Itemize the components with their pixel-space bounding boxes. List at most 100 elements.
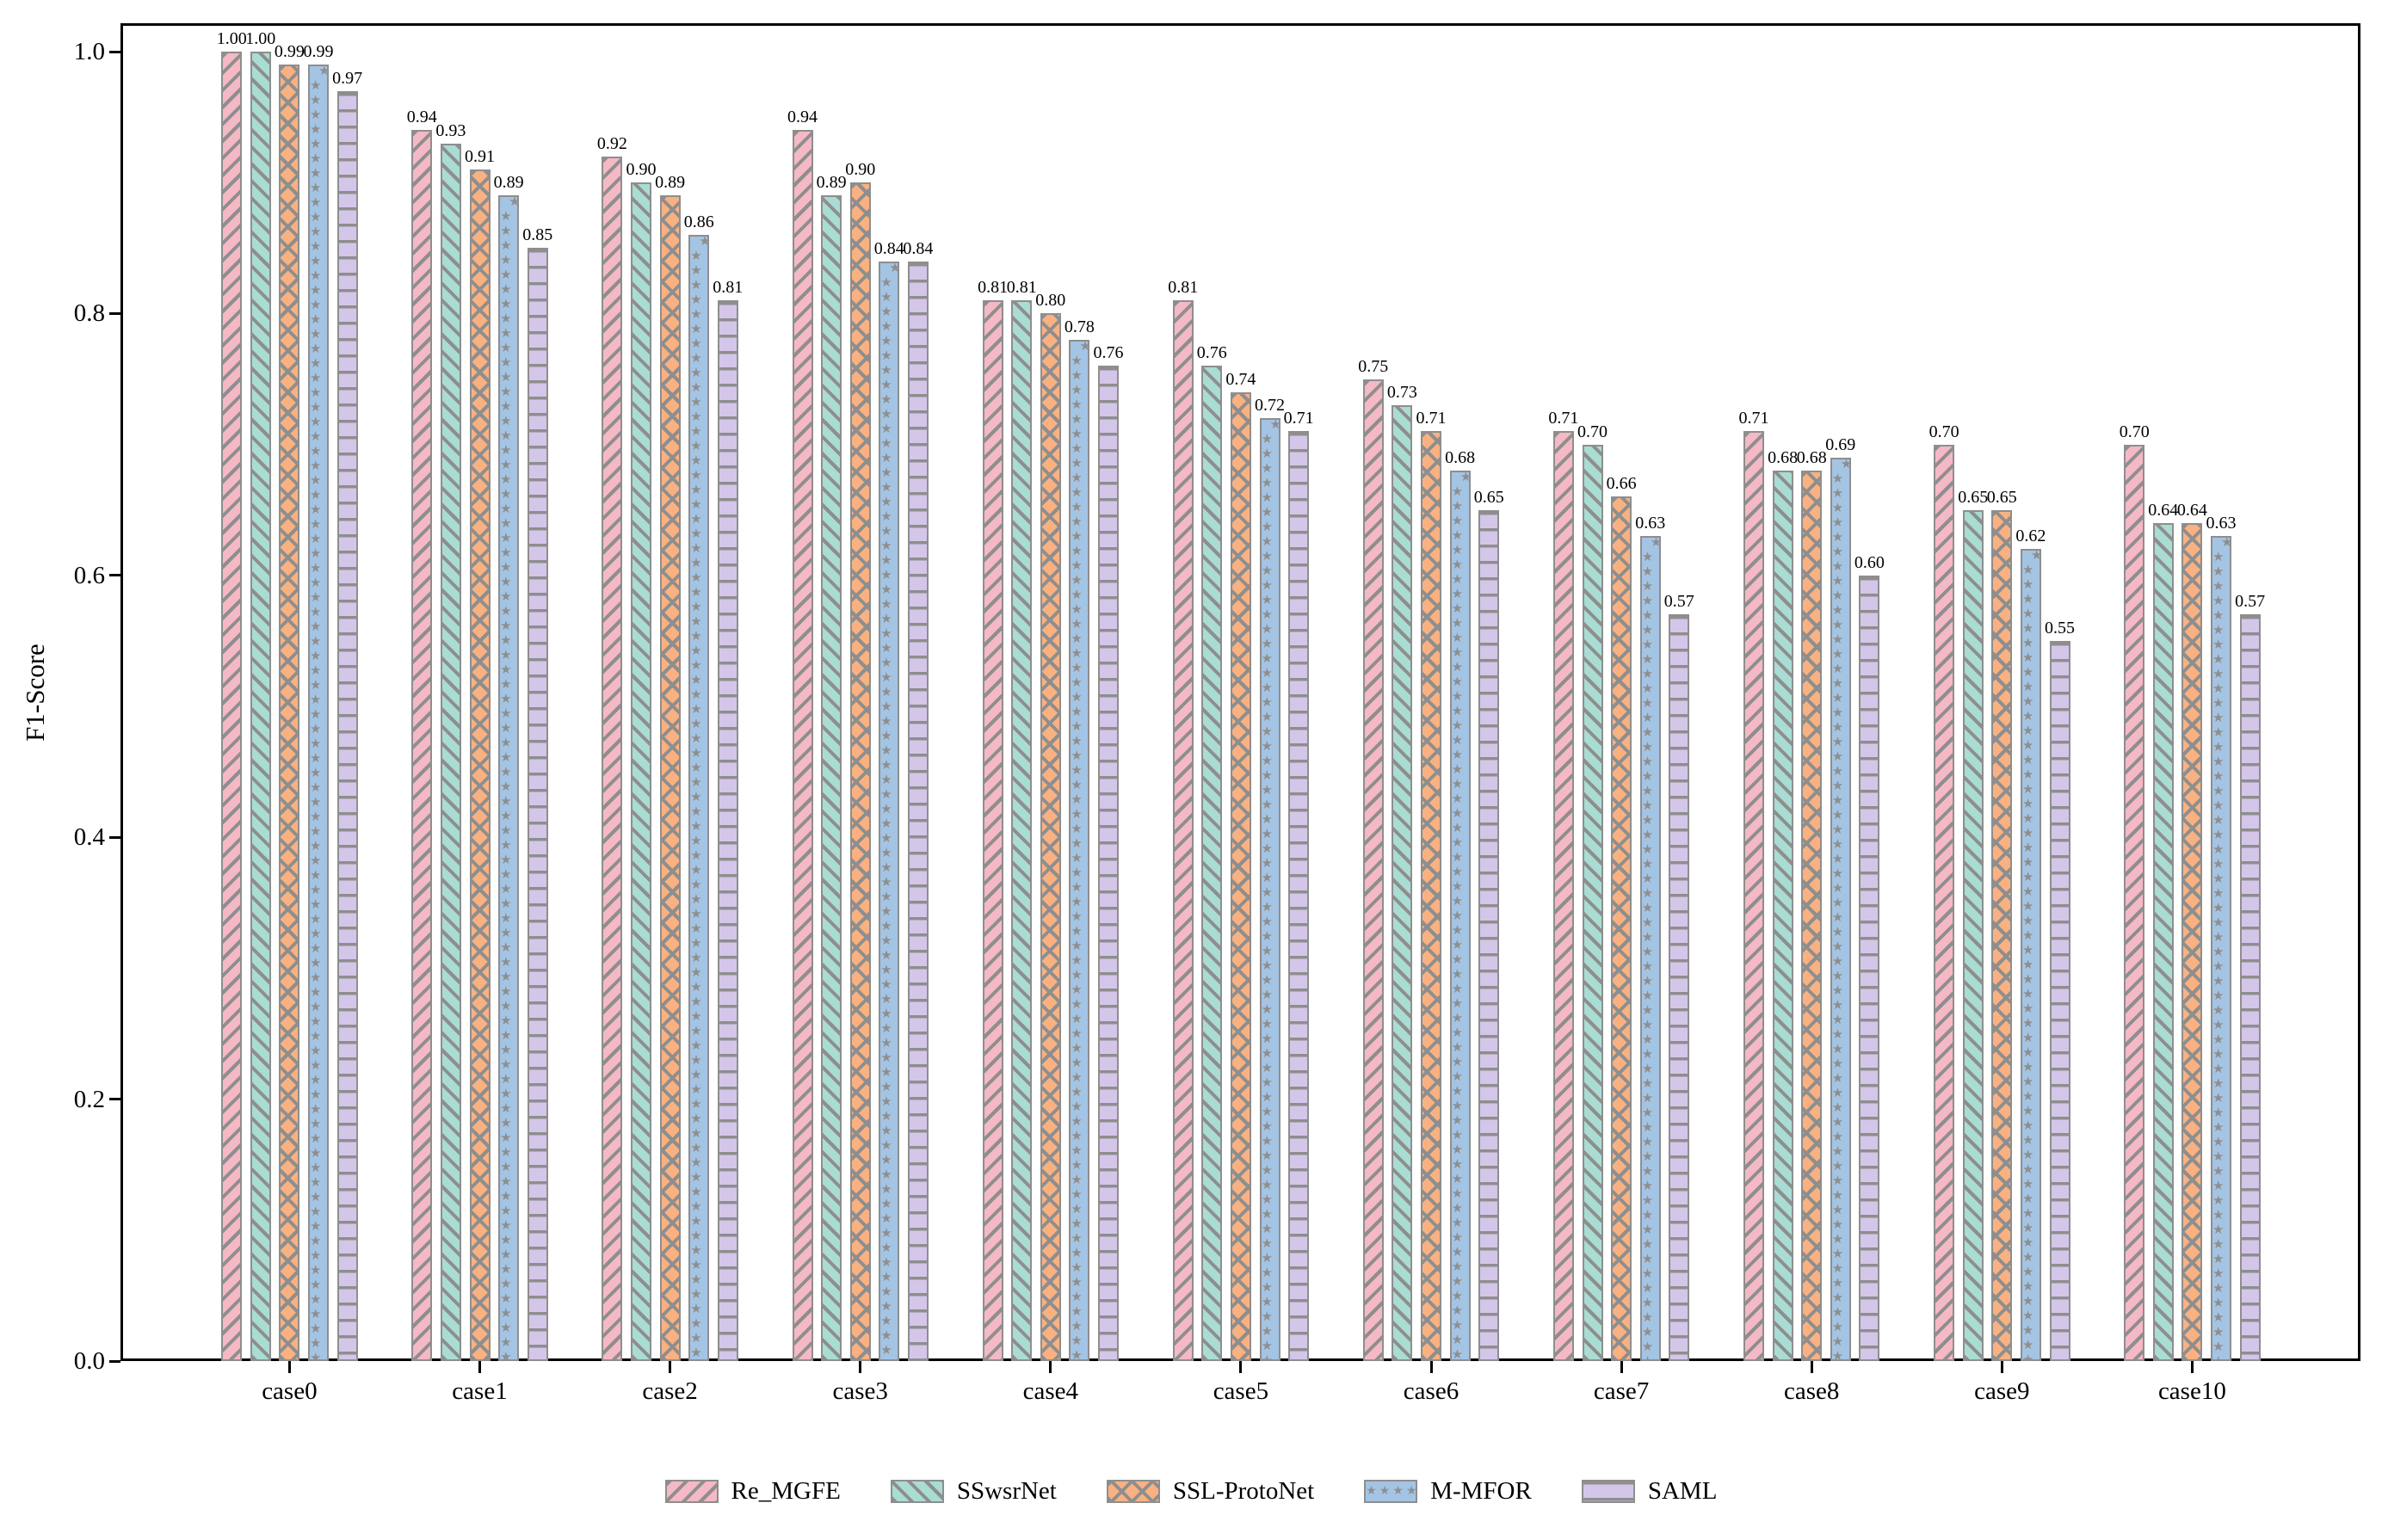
bar-M-MFOR-case10: ★★★★★★★★★★★★★★★★★★★★★★★★★★★★★★★★★★★★★★★★…	[2211, 536, 2231, 1361]
bar-SSwsrNet-case0	[250, 52, 271, 1361]
bar-SSwsrNet-case7	[1582, 444, 1603, 1361]
x-tick-mark	[1620, 1361, 1623, 1373]
bar-value-label: 0.71	[1738, 409, 1769, 428]
bar-SSL-ProtoNet-case1	[469, 169, 491, 1361]
y-tick-label: 1.0	[73, 38, 105, 65]
bar-SAML-case0	[336, 90, 358, 1361]
y-tick-mark	[109, 1098, 120, 1101]
bar-SSL-ProtoNet-case10	[2181, 522, 2203, 1361]
x-tick-mark	[2190, 1361, 2194, 1373]
bar-value-label: 0.92	[596, 133, 627, 153]
star-pattern-fill: ★★★★★★★★★★★★★★★★★★★★★★★★★★★★★★★★★★★★★★★★…	[310, 66, 327, 1359]
y-tick-label: 0.6	[73, 561, 105, 589]
x-tick-label: case2	[642, 1377, 698, 1405]
bar-value-label: 0.65	[1986, 487, 2017, 507]
legend-item-SAML: SAML	[1581, 1476, 1718, 1506]
bar-Re_MGFE-case5	[1172, 300, 1194, 1361]
bar-Re_MGFE-case7	[1552, 431, 1574, 1361]
bar-M-MFOR-case9: ★★★★★★★★★★★★★★★★★★★★★★★★★★★★★★★★★★★★★★★★…	[2020, 549, 2041, 1361]
y-tick-label: 0.2	[73, 1085, 105, 1113]
bar-value-label: 0.72	[1255, 396, 1285, 416]
bar-value-label: 0.68	[1796, 448, 1827, 468]
bar-Re_MGFE-case4	[982, 300, 1003, 1361]
bar-value-label: 0.64	[2176, 500, 2207, 520]
bar-value-label: 0.81	[978, 278, 1009, 298]
bar-value-label: 0.86	[683, 213, 714, 232]
bar-value-label: 0.68	[1445, 448, 1476, 468]
bar-value-label: 1.00	[245, 29, 276, 48]
bar-value-label: 0.68	[1768, 448, 1799, 468]
bar-value-label: 0.63	[2206, 514, 2237, 533]
bar-SSL-ProtoNet-case0	[279, 65, 300, 1361]
bar-value-label: 0.99	[303, 42, 334, 62]
x-tick-mark	[1049, 1361, 1052, 1373]
legend-label: Re_MGFE	[731, 1477, 841, 1505]
star-pattern-fill: ★★★★★★★★★★★★★★★★★★★★★★★★★★★★★★★★★★★★★★★★…	[1452, 472, 1469, 1359]
bar-SSL-ProtoNet-case8	[1801, 471, 1823, 1361]
bar-value-label: 0.74	[1225, 369, 1256, 389]
bar-SAML-case6	[1478, 509, 1500, 1361]
bar-value-label: 1.00	[216, 29, 247, 48]
legend-label: SAML	[1647, 1477, 1718, 1505]
bar-value-label: 0.89	[816, 173, 847, 193]
bar-value-label: 0.80	[1035, 291, 1066, 311]
bar-M-MFOR-case7: ★★★★★★★★★★★★★★★★★★★★★★★★★★★★★★★★★★★★★★★★…	[1639, 536, 1661, 1361]
bar-value-label: 0.89	[493, 173, 524, 193]
bar-Re_MGFE-case1	[411, 130, 433, 1361]
bar-value-label: 0.65	[1473, 487, 1504, 507]
bar-M-MFOR-case2: ★★★★★★★★★★★★★★★★★★★★★★★★★★★★★★★★★★★★★★★★…	[688, 235, 710, 1361]
y-tick-mark	[109, 311, 120, 315]
bar-value-label: 0.81	[713, 278, 744, 298]
bar-SSwsrNet-case8	[1772, 471, 1793, 1361]
bar-M-MFOR-case3: ★★★★★★★★★★★★★★★★★★★★★★★★★★★★★★★★★★★★★★★★…	[879, 261, 900, 1361]
bar-value-label: 0.84	[903, 238, 934, 258]
x-tick-label: case7	[1593, 1377, 1650, 1405]
star-pattern-fill: ★★★★★★★★★★★★★★★★★★★★★★★★★★★★★★★★★★★★★★★★…	[1262, 420, 1279, 1359]
bar-value-label: 0.89	[655, 173, 686, 193]
x-tick-mark	[478, 1361, 481, 1373]
bar-SSwsrNet-case10	[2152, 522, 2174, 1361]
bar-value-label: 0.70	[2119, 422, 2150, 441]
bar-value-label: 0.76	[1196, 343, 1227, 363]
bar-Re_MGFE-case6	[1362, 379, 1384, 1361]
bar-Re_MGFE-case2	[602, 156, 623, 1361]
bar-SSL-ProtoNet-case6	[1421, 431, 1441, 1361]
bar-value-label: 0.76	[1093, 343, 1124, 363]
bar-value-label: 0.70	[1928, 422, 1959, 441]
x-tick-label: case9	[1974, 1377, 2030, 1405]
bar-SAML-case7	[1669, 614, 1690, 1361]
bar-SSL-ProtoNet-case4	[1040, 313, 1061, 1361]
bar-SAML-case5	[1288, 431, 1310, 1361]
x-tick-label: case0	[262, 1377, 318, 1405]
star-pattern-fill: ★★★★★★★★★★★★★★★★★★★★★★★★★★★★★★★★★★★★★★★★…	[2022, 551, 2040, 1359]
bar-SSL-ProtoNet-case2	[659, 195, 681, 1361]
bar-SAML-case1	[527, 248, 548, 1361]
star-pattern-fill: ★★★★★★★★★★★★★★★★★★★★★★★★★★★★★★★★★★★★★★★★…	[2212, 538, 2230, 1359]
bar-SSL-ProtoNet-case3	[849, 182, 871, 1361]
bar-Re_MGFE-case8	[1743, 431, 1764, 1361]
bar-Re_MGFE-case0	[221, 52, 243, 1361]
bar-SAML-case4	[1098, 366, 1119, 1361]
bar-SAML-case9	[2049, 640, 2070, 1361]
bar-Re_MGFE-case9	[1934, 444, 1955, 1361]
star-pattern-fill: ★★★★★★★★★★★★★★★★★★★★★★★★★★★★★★★★★★★★★★★★…	[1071, 342, 1088, 1359]
bar-value-label: 0.90	[626, 160, 657, 180]
bar-value-label: 0.71	[1416, 409, 1447, 428]
x-tick-mark	[859, 1361, 862, 1373]
bar-value-label: 0.81	[1168, 278, 1199, 298]
bar-SSL-ProtoNet-case5	[1230, 391, 1251, 1361]
y-tick-mark	[109, 835, 120, 839]
bar-M-MFOR-case6: ★★★★★★★★★★★★★★★★★★★★★★★★★★★★★★★★★★★★★★★★…	[1449, 471, 1471, 1361]
bar-SSwsrNet-case1	[440, 143, 461, 1361]
legend-item-Re_MGFE: Re_MGFE	[664, 1476, 841, 1506]
x-tick-label: case10	[2157, 1377, 2226, 1405]
bar-SSwsrNet-case3	[821, 195, 842, 1361]
star-pattern-fill: ★★★★★★★★★★★★★★★★★★★★★★★★★★★★★★★★★★★★★★★★…	[1642, 538, 1659, 1359]
bar-value-label: 0.71	[1548, 409, 1579, 428]
bar-SSwsrNet-case9	[1962, 509, 1984, 1361]
bar-SSwsrNet-case2	[631, 182, 651, 1361]
bar-Re_MGFE-case3	[792, 130, 813, 1361]
star-pattern-fill: ★★★★★★★★★★★★★★★★★★★★★★★★★★★★★★★★★★★★★★★★…	[690, 237, 707, 1359]
bar-value-label: 0.93	[435, 120, 466, 140]
